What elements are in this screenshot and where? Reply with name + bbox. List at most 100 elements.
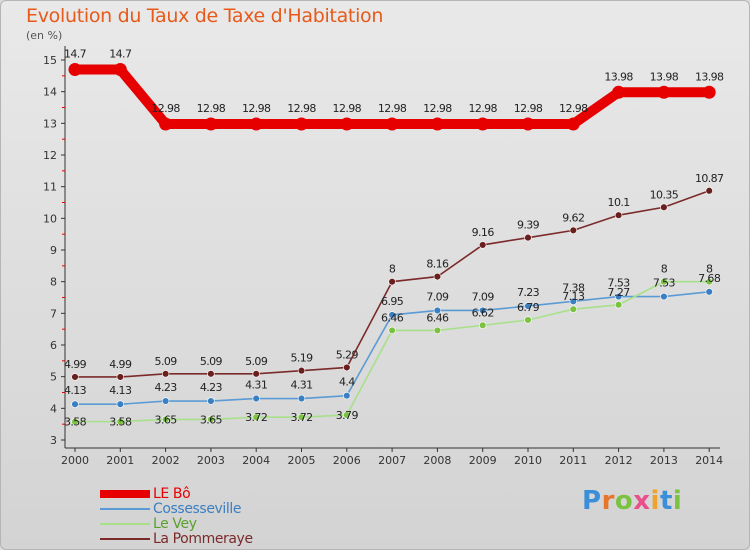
data-point <box>614 292 623 301</box>
data-label: 4.31 <box>245 379 267 392</box>
y-tick-label: 11 <box>43 181 57 194</box>
y-tick-label: 15 <box>43 54 57 67</box>
data-label: 4.23 <box>155 381 178 394</box>
data-point <box>660 292 668 301</box>
data-label: 5.09 <box>200 355 223 368</box>
data-point <box>343 391 351 400</box>
data-label: 12.98 <box>423 102 452 115</box>
x-tick-label: 2006 <box>333 454 361 467</box>
data-point <box>433 272 442 281</box>
data-point <box>479 321 487 330</box>
y-tick-label: 5 <box>50 371 57 384</box>
data-point <box>569 297 577 305</box>
legend-item-cossesseville: Cossesseville <box>100 500 253 517</box>
legend-swatch-la-pommeraye <box>100 537 150 540</box>
data-point-le-bo <box>340 117 354 131</box>
data-label: 12.98 <box>468 102 497 115</box>
legend-swatch-cossesseville <box>100 507 150 510</box>
data-point <box>297 413 306 421</box>
data-point <box>660 277 668 286</box>
y-tick-label: 4 <box>50 402 57 415</box>
logo-letter: P <box>582 486 602 516</box>
data-label: 7.09 <box>426 290 449 303</box>
data-label: 12.98 <box>559 102 588 115</box>
y-tick-label: 7 <box>50 307 57 320</box>
data-point <box>388 277 396 286</box>
data-point <box>161 397 170 405</box>
legend-item-le-bo: LE Bô <box>100 486 253 502</box>
data-point <box>71 417 79 426</box>
data-label: 13.98 <box>604 70 633 83</box>
data-label: 4.13 <box>109 384 132 397</box>
data-label: 3.58 <box>109 416 132 429</box>
legend-swatch-le-vey <box>100 522 150 525</box>
data-label: 7.23 <box>517 286 540 299</box>
data-point <box>207 415 215 424</box>
logo-letter: r <box>601 486 615 516</box>
x-tick-label: 2005 <box>288 454 316 467</box>
x-tick-label: 2011 <box>559 454 587 467</box>
data-point <box>660 203 668 211</box>
data-point <box>705 187 713 195</box>
data-label: 9.16 <box>472 226 495 239</box>
data-label: 4.23 <box>200 381 223 394</box>
x-tick-label: 2013 <box>650 454 678 467</box>
data-point-le-bo <box>476 117 490 131</box>
y-tick-label: 10 <box>43 212 57 225</box>
data-label: 9.39 <box>517 219 540 232</box>
data-point <box>479 241 487 249</box>
logo-letter: i <box>650 486 660 516</box>
data-label: 12.98 <box>333 102 362 115</box>
data-point <box>343 363 351 372</box>
data-point <box>343 411 351 419</box>
data-point <box>116 417 125 426</box>
data-point <box>161 415 170 424</box>
data-label: 6.62 <box>472 306 494 319</box>
data-label: 5.09 <box>245 355 268 368</box>
data-label: 12.98 <box>378 102 407 115</box>
logo-letter: x <box>633 486 651 516</box>
x-tick-label: 2010 <box>514 454 542 467</box>
data-label: 7.53 <box>608 277 631 290</box>
data-label: 12.98 <box>514 102 543 115</box>
data-label: 4.13 <box>64 384 87 397</box>
data-label: 3.72 <box>245 411 267 424</box>
legend-swatch-le-bo <box>100 489 150 498</box>
data-point <box>614 211 623 219</box>
x-tick-label: 2002 <box>152 454 180 467</box>
x-tick-label: 2014 <box>695 454 723 467</box>
data-label: 9.62 <box>562 211 584 224</box>
data-label: 12.98 <box>242 102 271 115</box>
data-label: 10.1 <box>608 196 630 209</box>
data-point-le-bo <box>430 117 444 131</box>
data-label: 5.19 <box>290 352 313 365</box>
data-point <box>116 400 125 408</box>
data-label: 10.87 <box>695 172 724 185</box>
y-tick-label: 13 <box>43 117 57 130</box>
x-tick-label: 2007 <box>378 454 406 467</box>
data-point-le-bo <box>385 117 399 131</box>
data-label: 5.29 <box>336 348 359 361</box>
data-label: 7.38 <box>562 281 585 294</box>
y-tick-label: 14 <box>43 86 57 99</box>
data-point <box>297 366 306 375</box>
data-point <box>705 277 713 286</box>
data-point <box>161 370 170 378</box>
data-point-le-bo <box>295 117 308 131</box>
data-label: 8 <box>389 263 396 276</box>
data-label: 3.72 <box>290 411 312 424</box>
data-label: 14.7 <box>64 48 87 61</box>
data-point <box>252 370 260 378</box>
logo-letter: t <box>659 486 673 516</box>
legend-label-cossesseville: Cossesseville <box>153 500 242 517</box>
data-point <box>297 394 306 403</box>
x-tick-label: 2001 <box>106 454 134 467</box>
data-label: 6.46 <box>381 311 404 324</box>
data-label: 3.65 <box>155 413 178 426</box>
data-label: 6.46 <box>426 311 449 324</box>
proxiti-logo: Proxiti <box>582 486 682 516</box>
data-label: 13.98 <box>695 70 724 83</box>
data-label: 8.16 <box>426 258 449 271</box>
data-point-le-bo <box>159 117 173 131</box>
